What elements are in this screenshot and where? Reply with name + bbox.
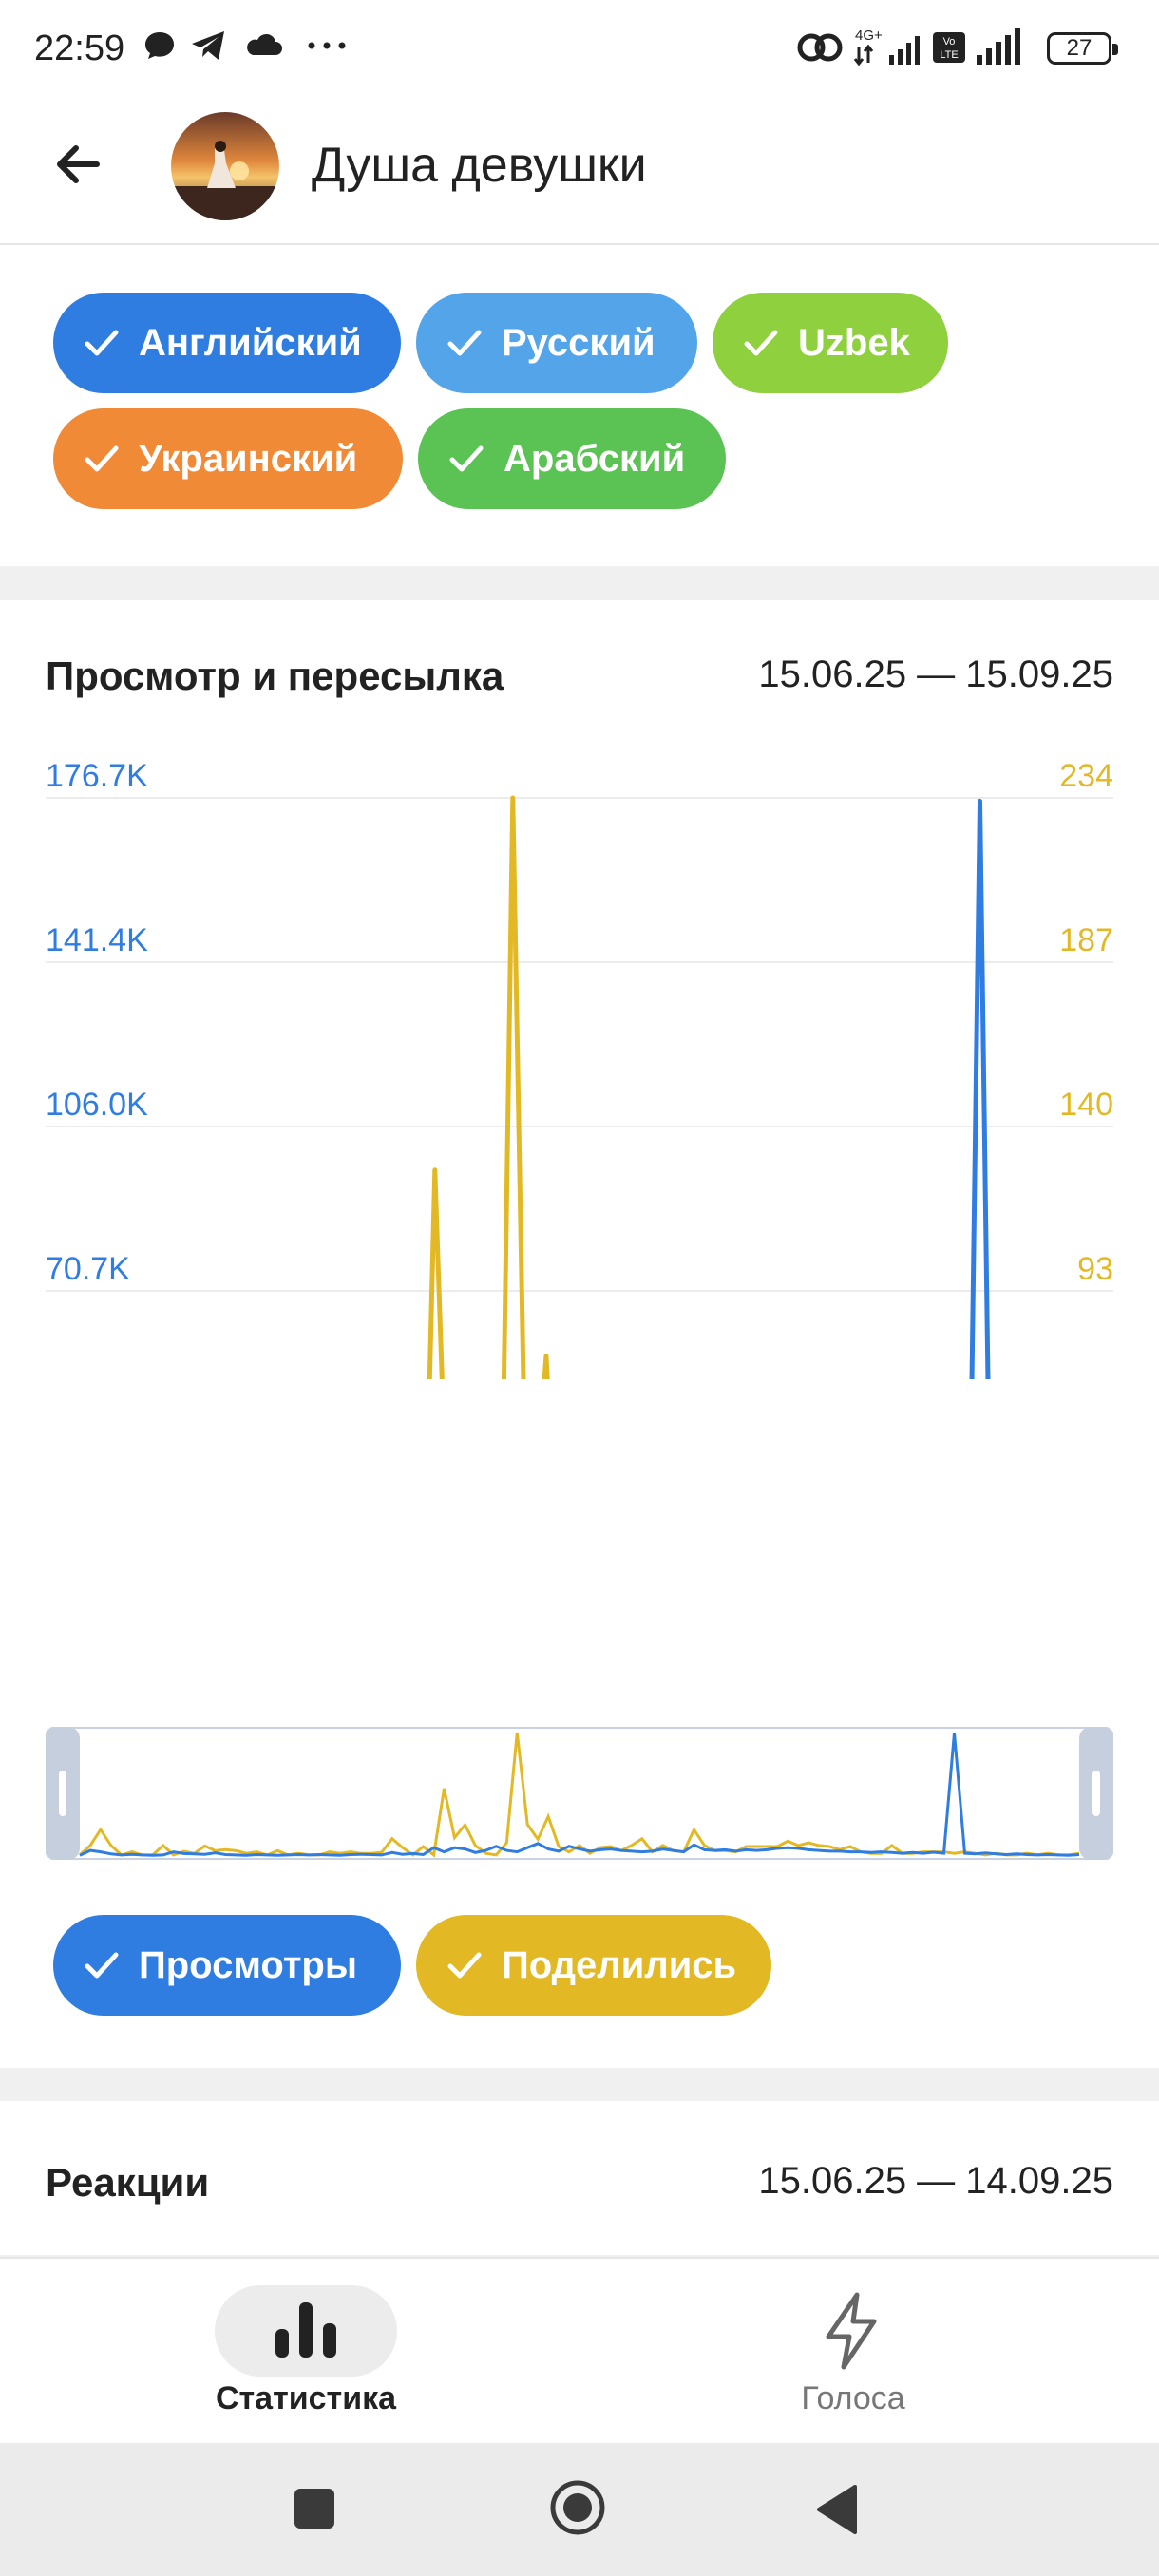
cloud-icon xyxy=(243,28,283,67)
nav-item-votes-label[interactable]: Голоса xyxy=(801,2380,905,2416)
language-chip-label: Английский xyxy=(139,321,362,364)
language-chip-uzbek[interactable]: Uzbek xyxy=(712,293,948,393)
legend-chip-views[interactable]: Просмотры xyxy=(53,1915,401,2016)
system-navigation-bar xyxy=(0,2443,1159,2576)
y-left-tick-label: 176.7K xyxy=(46,758,148,794)
hotspot-link-icon xyxy=(794,28,846,71)
language-chip-russian[interactable]: Русский xyxy=(416,293,697,393)
navigator-line-views xyxy=(79,1733,1080,1857)
check-icon xyxy=(447,1952,482,1979)
legend-chip-shares[interactable]: Поделились xyxy=(416,1915,771,2016)
language-filter-section: Английский Русский Uzbek Украинский Араб… xyxy=(0,245,1159,566)
navigator-right-grip xyxy=(1092,1771,1100,1816)
recent-apps-button[interactable] xyxy=(293,2487,338,2537)
chat-bubble-icon xyxy=(142,28,177,67)
reactions-date-range[interactable]: 15.06.25 — 14.09.25 xyxy=(758,2160,1113,2202)
chart-title: Просмотр и пересылка xyxy=(46,653,504,698)
navigator-frame xyxy=(46,1727,1113,1860)
chart-date-range[interactable]: 15.06.25 — 15.09.25 xyxy=(758,653,1113,695)
y-left-tick-label: 141.4K xyxy=(46,922,148,958)
language-chip-label: Русский xyxy=(502,321,656,364)
y-right-tick-label: 93 xyxy=(1077,1251,1113,1287)
check-icon xyxy=(85,1952,119,1979)
views-shares-line-chart[interactable]: 0035.3K4670.7K93106.0K140141.4K187176.7K… xyxy=(0,743,1159,1379)
chart-range-navigator[interactable] xyxy=(46,1727,1113,1860)
nav-item-votes[interactable] xyxy=(819,2291,885,2376)
more-dots-icon xyxy=(306,27,348,66)
svg-text:LTE: LTE xyxy=(940,49,958,61)
check-icon xyxy=(449,445,484,472)
nav-item-statistics-label[interactable]: Статистика xyxy=(215,2380,397,2416)
legend-chip-label: Поделились xyxy=(502,1943,737,1986)
battery-indicator: 27 xyxy=(1047,32,1118,65)
check-icon xyxy=(85,445,119,472)
nav-item-statistics[interactable] xyxy=(215,2285,397,2377)
channel-title: Душа девушки xyxy=(312,138,647,193)
svg-text:4G+: 4G+ xyxy=(855,28,883,44)
app-header: Душа девушки xyxy=(0,95,1159,245)
home-circle-icon xyxy=(550,2480,605,2535)
language-chip-label: Арабский xyxy=(504,437,686,480)
series-line-views xyxy=(969,798,991,1379)
status-time: 22:59 xyxy=(34,28,125,68)
legend-chip-label: Просмотры xyxy=(139,1943,358,1986)
language-chip-arabic[interactable]: Арабский xyxy=(418,408,726,509)
y-left-tick-label: 106.0K xyxy=(46,1087,148,1123)
arrow-left-icon xyxy=(57,145,100,183)
language-chip-ukrainian[interactable]: Украинский xyxy=(53,408,403,509)
telegram-icon xyxy=(190,28,228,67)
lightning-icon xyxy=(826,2292,877,2370)
check-icon xyxy=(85,330,119,356)
y-left-tick-label: 70.7K xyxy=(46,1251,130,1287)
y-right-tick-label: 140 xyxy=(1059,1087,1113,1123)
views-shares-card: Просмотр и пересылка 15.06.25 — 15.09.25… xyxy=(0,600,1159,2068)
square-icon xyxy=(294,2489,334,2529)
series-line-shares xyxy=(427,795,550,1379)
reactions-title: Реакции xyxy=(46,2160,210,2205)
status-bar: 22:59 4G+ Vo LTE 27 xyxy=(0,0,1159,95)
language-chip-english[interactable]: Английский xyxy=(53,293,401,393)
bar-chart-icon xyxy=(276,2302,336,2358)
triangle-back-icon xyxy=(817,2485,857,2534)
back-nav-button[interactable] xyxy=(813,2483,861,2541)
reactions-card: Реакции 15.06.25 — 14.09.25 xyxy=(0,2101,1159,2255)
navigator-left-grip xyxy=(59,1771,66,1816)
check-icon xyxy=(447,330,482,356)
signal-bars-icon xyxy=(975,28,1028,71)
language-chip-label: Украинский xyxy=(139,437,358,480)
bottom-navigation: Статистика Голоса xyxy=(0,2257,1159,2443)
check-icon xyxy=(744,330,778,356)
y-right-tick-label: 234 xyxy=(1059,758,1113,794)
channel-avatar[interactable] xyxy=(171,112,279,220)
language-chip-label: Uzbek xyxy=(798,321,910,364)
back-button[interactable] xyxy=(48,133,110,196)
signal-4g-icon: 4G+ xyxy=(851,27,927,73)
home-button[interactable] xyxy=(547,2477,608,2543)
y-right-tick-label: 187 xyxy=(1059,922,1113,958)
svg-text:Vo: Vo xyxy=(943,36,956,47)
volte-icon: Vo LTE xyxy=(931,30,969,69)
